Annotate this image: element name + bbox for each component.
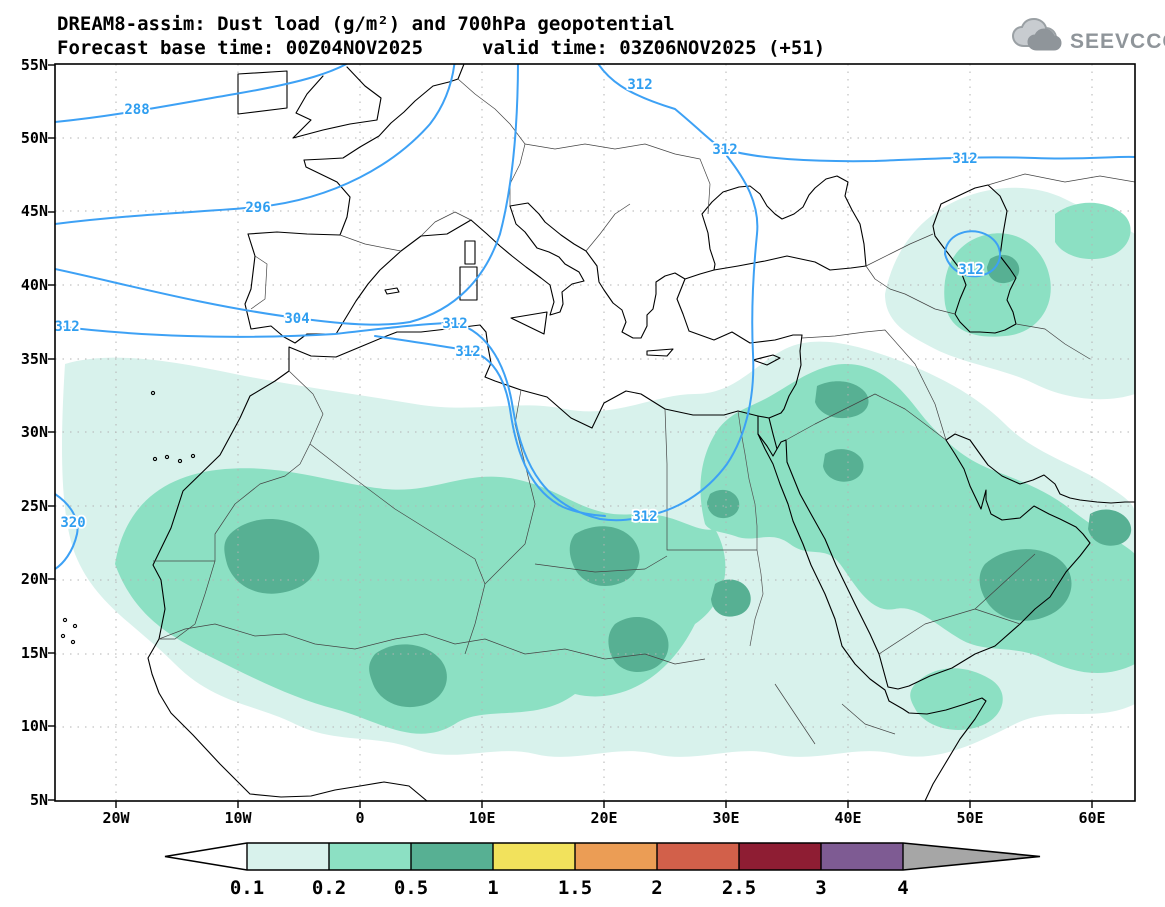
- lat-tick-label: 45N: [21, 202, 48, 220]
- contour-312-north: [597, 64, 1135, 163]
- coastline-britain: [292, 66, 382, 139]
- page-title: DREAM8-assim: Dust load (g/m²) and 700hP…: [57, 13, 675, 35]
- lat-tick-label: 35N: [21, 350, 48, 368]
- island-sicily: [510, 311, 548, 335]
- coastline-turkey: [676, 255, 867, 344]
- lon-tick-label: 50E: [956, 809, 983, 827]
- contour-label-312: 312: [54, 319, 79, 335]
- lat-tick-label: 10N: [21, 717, 48, 735]
- coastline-italy-balkans-greece: [470, 202, 686, 339]
- lon-axis-labels: 20W 10W 0 10E 20E 30E 40E 50E 60E: [102, 809, 1105, 827]
- lon-tick-label: 10W: [224, 809, 252, 827]
- coastline-red-sea-africa: [757, 433, 987, 801]
- map-plot-area: 288 296 304 312 312 312 312 312 312 312 …: [54, 63, 1136, 802]
- colorbar-tick-label: 3: [815, 877, 826, 899]
- lon-tick-label: 10E: [468, 809, 495, 827]
- map-frame: [54, 63, 1136, 802]
- lon-tick-label: 40E: [834, 809, 861, 827]
- lat-axis-labels: 55N 50N 45N 40N 35N 30N 25N 20N 15N 10N …: [21, 56, 48, 809]
- colorbar-tick-label: 2.5: [722, 877, 756, 899]
- island-corsica: [464, 240, 476, 265]
- lon-tick-label: 60E: [1078, 809, 1105, 827]
- colorbar: 0.1 0.2 0.5 1 1.5 2 2.5 3 4: [164, 842, 1041, 899]
- colorbar-segment: [739, 843, 821, 870]
- colorbar-tick-label: 4: [897, 877, 908, 899]
- coastline-arabia: [785, 439, 1091, 690]
- coastline-iberia-france: [244, 219, 472, 344]
- colorbar-tick-label: 0.2: [312, 877, 346, 899]
- coastline-ireland: [237, 70, 288, 115]
- contour-312-fold: [374, 335, 606, 517]
- colorbar-tick-label: 1: [487, 877, 498, 899]
- axis-tick-marks: [48, 64, 1093, 808]
- valid-time: valid time: 03Z06NOV2025 (+51): [482, 37, 825, 59]
- lon-tick-label: 20W: [102, 809, 130, 827]
- dust-shading-level3: [224, 254, 1132, 708]
- island-sardinia: [459, 266, 478, 301]
- colorbar-tick-label: 1.5: [558, 877, 592, 899]
- lat-tick-label: 20N: [21, 570, 48, 588]
- lat-tick-label: 50N: [21, 129, 48, 147]
- seevccc-logo: SEEVCCC: [1011, 17, 1165, 53]
- colorbar-segment: [657, 843, 739, 870]
- island-crete: [646, 348, 674, 357]
- contour-label-304: 304: [284, 311, 309, 327]
- contour-label-288: 288: [124, 102, 149, 118]
- nile-river: [737, 410, 764, 647]
- colorbar-segment: [575, 843, 657, 870]
- colorbar-tick-label: 2: [651, 877, 662, 899]
- colorbar-segment: [329, 843, 411, 870]
- contour-320: [55, 493, 79, 570]
- coastline-black-sea: [701, 175, 867, 271]
- colorbar-segment: [821, 843, 903, 870]
- colorbar-segment: [493, 843, 575, 870]
- graticule-gridlines: [55, 64, 1135, 801]
- contour-label-312: 312: [442, 316, 467, 332]
- colorbar-arrow-left: [165, 843, 247, 870]
- island-cyprus: [752, 354, 781, 366]
- contour-label-312: 312: [632, 509, 657, 525]
- colorbar-tick-label: 0.5: [394, 877, 428, 899]
- colorbar-dividers: [246, 843, 904, 870]
- geopotential-contours: 288 296 304 312 312 312 312 312 312 312 …: [54, 64, 1135, 570]
- contour-label-296: 296: [245, 200, 270, 216]
- coastline-atlantic-europe: [247, 64, 465, 236]
- forecast-base-time: Forecast base time: 00Z04NOV2025: [57, 37, 423, 59]
- colorbar-arrow-right: [903, 843, 1040, 870]
- coastline-sinai: [757, 415, 787, 457]
- contour-296: [55, 64, 456, 225]
- lon-tick-label: 30E: [712, 809, 739, 827]
- contour-label-312: 312: [627, 77, 652, 93]
- lon-tick-label: 0: [355, 809, 364, 827]
- lat-tick-label: 40N: [21, 276, 48, 294]
- island-balearics: [384, 287, 400, 295]
- contour-label-320: 320: [60, 515, 85, 531]
- lat-tick-label: 15N: [21, 644, 48, 662]
- contour-label-312: 312: [455, 344, 480, 360]
- contour-label-312: 312: [952, 151, 977, 167]
- lat-tick-label: 25N: [21, 497, 48, 515]
- contour-304: [55, 64, 519, 326]
- colorbar-segment: [247, 843, 329, 870]
- colorbar-segment: [411, 843, 493, 870]
- lat-tick-label: 55N: [21, 56, 48, 74]
- lat-tick-label: 30N: [21, 423, 48, 441]
- lon-tick-label: 20E: [590, 809, 617, 827]
- contour-288: [55, 64, 349, 123]
- cloud-icon: [1011, 17, 1062, 51]
- contour-312-caspian-low: [944, 230, 1001, 278]
- contour-label-312: 312: [712, 142, 737, 158]
- coastline-persian-gulf-iran: [945, 433, 1135, 504]
- islands-canary-madeira-capeverde: [60, 390, 196, 645]
- contour-label-312: 312: [958, 262, 983, 278]
- colorbar-tick-label: 0.1: [230, 877, 264, 899]
- contour-312-trough: [55, 155, 759, 522]
- lat-tick-label: 5N: [30, 791, 48, 809]
- coastline-caspian-sea: [932, 184, 1017, 334]
- logo-text: SEEVCCC: [1070, 30, 1165, 53]
